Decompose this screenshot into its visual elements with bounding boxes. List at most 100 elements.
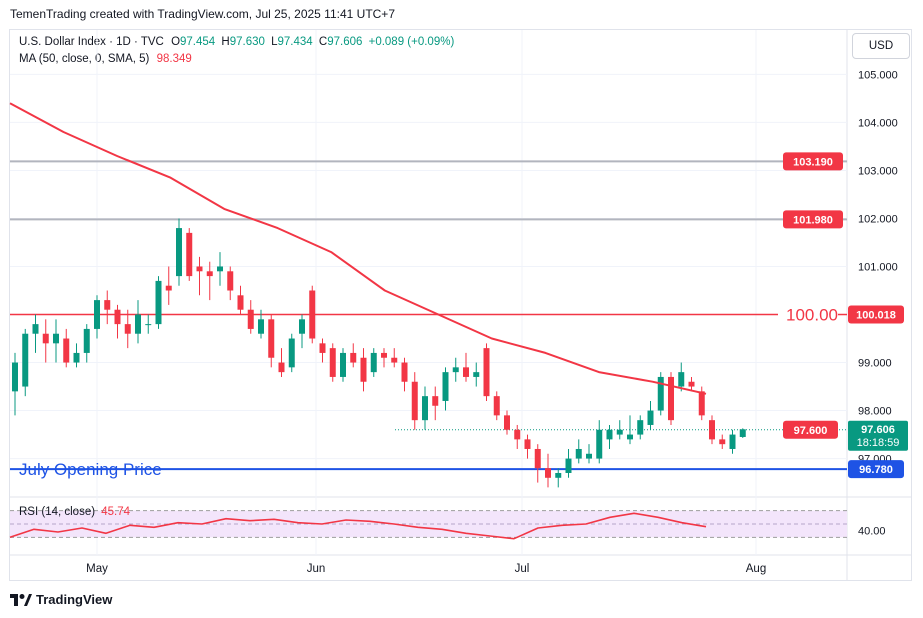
candle-up bbox=[217, 266, 223, 272]
candle-down bbox=[268, 319, 275, 358]
candle-up bbox=[627, 434, 633, 440]
low-label: L bbox=[271, 36, 278, 48]
candle-up bbox=[288, 338, 295, 368]
candle-up bbox=[586, 453, 592, 459]
tradingview-logo[interactable]: TradingView bbox=[10, 592, 112, 607]
candle-down bbox=[381, 352, 387, 358]
x-tick-label: Jun bbox=[307, 563, 326, 575]
y-tick-label: 99.000 bbox=[858, 358, 892, 370]
y-tick-label: 104.000 bbox=[858, 117, 898, 129]
tradingview-logo-icon bbox=[10, 593, 32, 606]
candle-down bbox=[165, 285, 172, 291]
rsi-value: 45.74 bbox=[101, 506, 131, 518]
candle-up bbox=[422, 396, 428, 421]
level-97600-tag-box bbox=[783, 420, 838, 439]
candle-up bbox=[12, 362, 18, 392]
high-label: H bbox=[221, 36, 230, 48]
candle-down bbox=[401, 362, 408, 382]
candle-down bbox=[114, 309, 121, 325]
ma-price-tag: 100.018 bbox=[856, 310, 896, 322]
candle-up bbox=[176, 228, 182, 277]
candle-up bbox=[473, 372, 480, 377]
candle-down bbox=[124, 324, 131, 334]
july-opening-price-label: July Opening Price bbox=[19, 460, 162, 479]
candle-up bbox=[596, 429, 603, 459]
july-open-price-tag-box bbox=[848, 460, 904, 479]
rsi-legend: RSI (14, close) 45.74 bbox=[19, 506, 130, 518]
candle-down bbox=[186, 232, 193, 277]
candle-up bbox=[637, 420, 644, 435]
candle-down bbox=[42, 333, 49, 344]
candle-down bbox=[698, 391, 705, 416]
candle-up bbox=[442, 372, 449, 401]
level-103190-tag: 103.190 bbox=[793, 156, 833, 168]
july-open-price-tag: 96.780 bbox=[859, 464, 893, 476]
high-value: 97.630 bbox=[229, 36, 265, 48]
candle-down bbox=[688, 381, 695, 387]
candle-up bbox=[155, 280, 162, 325]
rsi-line bbox=[9, 512, 707, 540]
candle-down bbox=[350, 352, 357, 363]
candle-up bbox=[22, 333, 29, 387]
candle-up bbox=[94, 300, 100, 329]
currency-button[interactable]: USD bbox=[852, 33, 910, 59]
candle-down bbox=[483, 348, 490, 397]
candle-down bbox=[514, 429, 521, 440]
last-price-tag: 97.606 bbox=[861, 424, 895, 436]
candle-up bbox=[729, 434, 736, 449]
candle-up bbox=[678, 372, 685, 387]
candle-down bbox=[206, 271, 213, 277]
candle-down bbox=[545, 468, 551, 478]
candle-down bbox=[524, 439, 531, 449]
ma-label[interactable]: MA (50, close, 0, SMA, 5) bbox=[19, 53, 150, 65]
candle-down bbox=[360, 357, 367, 382]
bar-countdown-tag: 18:18:59 bbox=[857, 437, 900, 449]
candle-up bbox=[32, 324, 39, 334]
moving-average-line bbox=[9, 102, 707, 395]
candle-up bbox=[647, 410, 654, 425]
level-100-text: 100.00 bbox=[786, 306, 838, 325]
tradingview-brand: TradingView bbox=[36, 592, 113, 607]
candle-down bbox=[278, 362, 285, 373]
y-tick-label: 98.000 bbox=[858, 406, 892, 418]
y-tick-label: 105.000 bbox=[858, 69, 898, 81]
candle-up bbox=[83, 328, 90, 353]
candle-up bbox=[657, 376, 664, 411]
candle-up bbox=[299, 319, 305, 334]
candle-down bbox=[319, 343, 326, 353]
candle-up bbox=[606, 429, 613, 440]
candle-up bbox=[135, 314, 141, 334]
candle-down bbox=[227, 271, 234, 291]
candle-down bbox=[63, 338, 70, 363]
chart-caption: TemenTrading created with TradingView.co… bbox=[10, 7, 395, 21]
candle-up bbox=[452, 367, 459, 373]
close-value: 97.606 bbox=[327, 36, 363, 48]
rsi-label[interactable]: RSI (14, close) bbox=[19, 506, 96, 518]
candle-down bbox=[504, 415, 510, 430]
y-tick-label: 103.000 bbox=[858, 165, 898, 177]
change-value: +0.089 (+0.09%) bbox=[368, 36, 455, 48]
candle-up bbox=[73, 352, 80, 363]
level-97600-tag: 97.600 bbox=[794, 425, 828, 437]
last-price-box bbox=[848, 420, 908, 451]
chart-frame bbox=[9, 29, 912, 581]
candle-down bbox=[247, 309, 254, 329]
ma-value: 98.349 bbox=[156, 53, 192, 65]
candle-up bbox=[340, 352, 346, 377]
x-tick-label: May bbox=[86, 563, 108, 575]
candle-down bbox=[391, 357, 398, 363]
rsi-axis-label: 40.00 bbox=[858, 526, 886, 538]
ma-price-tag-box bbox=[848, 305, 904, 324]
x-tick-label: Aug bbox=[746, 563, 766, 575]
symbol-title[interactable]: U.S. Dollar Index · 1D · TVC bbox=[19, 36, 164, 48]
candle-down bbox=[309, 290, 316, 339]
y-tick-label: 101.000 bbox=[858, 261, 898, 273]
open-value: 97.454 bbox=[180, 36, 216, 48]
x-tick-label: Jul bbox=[515, 563, 530, 575]
candle-up bbox=[739, 429, 746, 437]
level-101980-tag: 101.980 bbox=[793, 214, 833, 226]
candle-up bbox=[616, 429, 623, 435]
candle-down bbox=[719, 439, 726, 445]
candle-down bbox=[104, 300, 111, 310]
